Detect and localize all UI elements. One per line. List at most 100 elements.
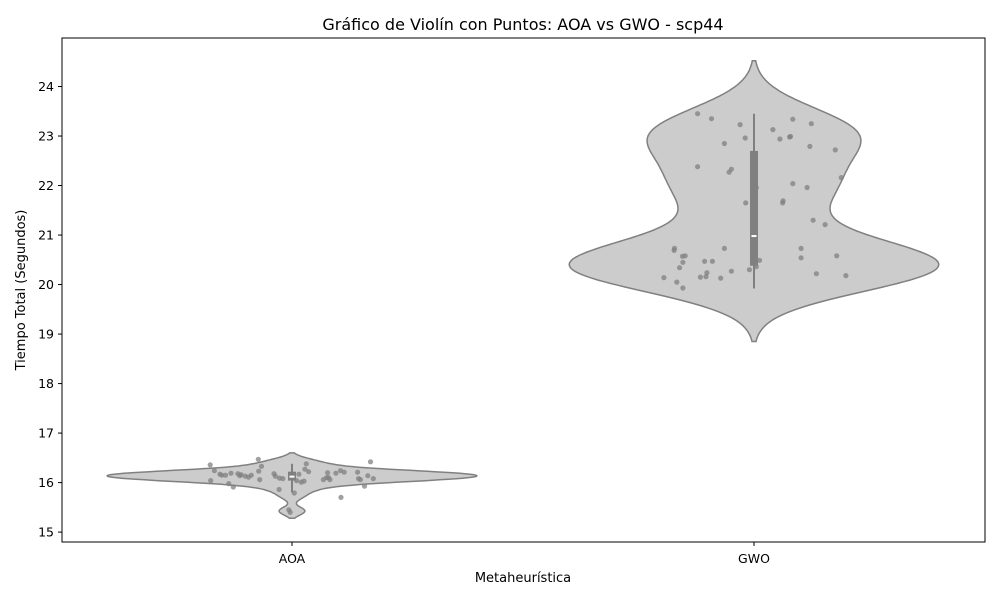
data-point (674, 279, 680, 285)
data-point (798, 245, 804, 251)
data-point (777, 136, 783, 142)
data-point (325, 470, 331, 476)
data-point (746, 267, 753, 273)
data-point (238, 472, 244, 478)
x-tick-label-aoa: AOA (279, 551, 306, 566)
data-point (302, 466, 308, 472)
data-point (355, 469, 361, 475)
data-point (370, 476, 376, 482)
data-point (697, 274, 704, 280)
data-point (219, 472, 225, 478)
data-point (737, 122, 743, 128)
data-point (248, 472, 254, 478)
data-point (301, 478, 307, 484)
violin-iqr-box (750, 150, 758, 266)
data-point (661, 275, 667, 281)
data-point (327, 477, 333, 483)
data-point (230, 484, 236, 490)
data-point (280, 476, 286, 482)
data-point (258, 463, 265, 469)
data-point (703, 274, 709, 280)
data-point (228, 470, 234, 476)
violin-median-marker (751, 235, 757, 238)
data-point (257, 477, 263, 483)
x-axis: AOA GWO (279, 542, 770, 566)
data-point (728, 166, 735, 172)
data-point (226, 481, 232, 487)
data-point (287, 509, 293, 515)
data-point (790, 116, 796, 122)
data-point (742, 135, 748, 141)
data-point (808, 121, 814, 127)
data-point (832, 147, 838, 153)
data-point (680, 259, 686, 265)
data-point (780, 198, 786, 204)
data-point (365, 473, 371, 479)
data-point (338, 494, 344, 500)
data-point (357, 477, 363, 483)
data-point (211, 468, 217, 474)
data-point (702, 258, 708, 264)
data-point (303, 461, 309, 467)
data-point (695, 164, 701, 170)
data-point (341, 469, 347, 475)
data-point (822, 222, 828, 228)
data-point (721, 140, 728, 147)
data-point (810, 217, 816, 223)
data-point (291, 490, 297, 496)
x-tick-label-gwo: GWO (738, 551, 770, 566)
data-point (753, 184, 759, 191)
data-point (695, 111, 701, 117)
data-point (276, 486, 282, 493)
data-point (208, 478, 214, 484)
data-point (834, 253, 840, 259)
data-point (804, 184, 810, 191)
data-point (756, 257, 763, 263)
data-point (708, 116, 715, 122)
data-point (296, 471, 302, 477)
y-tick-label: 15 (38, 525, 54, 540)
y-tick-label: 21 (38, 228, 54, 243)
data-point (770, 127, 776, 133)
data-point (753, 264, 759, 270)
data-point (680, 285, 686, 291)
y-tick-label: 17 (38, 426, 54, 441)
data-point (256, 468, 262, 474)
data-point (272, 473, 278, 479)
data-point (207, 462, 213, 468)
data-point (361, 483, 368, 489)
data-point (677, 265, 683, 271)
data-point (813, 271, 820, 277)
data-point (718, 275, 724, 281)
data-point (721, 245, 728, 251)
data-point (671, 247, 677, 253)
y-tick-label: 19 (38, 327, 54, 342)
data-point (709, 258, 716, 264)
data-point (306, 469, 312, 475)
data-point (843, 273, 849, 279)
y-tick-label: 16 (38, 475, 54, 490)
plot-frame (61, 37, 986, 543)
data-point (807, 143, 813, 149)
data-point (255, 456, 261, 462)
data-point (787, 133, 794, 140)
data-point (743, 200, 749, 206)
data-point (704, 270, 710, 276)
data-point (294, 478, 300, 484)
x-axis-label: Metaheurística (475, 571, 571, 586)
violin-median-marker (289, 475, 295, 478)
data-point (333, 470, 339, 476)
data-point (790, 181, 796, 187)
data-point (728, 268, 735, 274)
y-tick-label: 24 (38, 79, 54, 94)
chart-title: Gráfico de Violín con Puntos: AOA vs GWO… (322, 15, 723, 34)
y-tick-label: 22 (38, 178, 54, 193)
data-point (798, 255, 804, 261)
data-point (682, 253, 688, 259)
data-point (838, 175, 844, 181)
y-tick-label: 18 (38, 376, 54, 391)
y-axis-label: Tiempo Total (Segundos) (14, 210, 29, 372)
data-point (367, 459, 374, 465)
